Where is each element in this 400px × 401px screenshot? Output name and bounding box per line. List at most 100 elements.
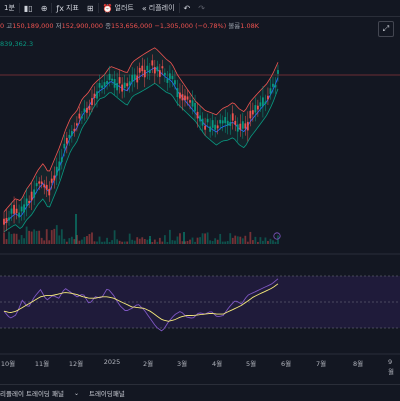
rewind-icon: « [141,3,147,13]
candle-body [5,217,8,223]
candle-body [161,66,164,69]
candle-body [25,198,28,206]
candle-body [204,125,207,130]
candle-body [103,82,106,87]
candle-body [20,206,23,212]
volume-bar [219,233,222,244]
volume-bar [249,231,252,244]
toolbar-divider [18,3,20,13]
candle-body [116,83,119,91]
volume-bar [194,241,196,244]
volume-bar [15,233,18,244]
candle-body [174,80,176,85]
candle-body [231,113,234,121]
templates-button[interactable]: ⊞ [83,0,98,16]
x-tick: 10월 [0,360,16,368]
volume-bar [196,237,199,244]
volume-bar [121,241,124,244]
candle-body [171,75,174,80]
redo-button[interactable]: ↷ [194,0,209,16]
open-value: 0 [0,22,5,30]
x-tick: 12월 [68,360,84,368]
candle-body [234,120,237,125]
indicators-button[interactable]: ƒx 지표 [52,0,82,16]
candle-type-button[interactable]: ▮▯ [20,0,37,16]
ohlc-legend: 0 고150,189,000 저152,900,000 종153,656,000… [0,20,259,30]
candle-body [138,67,141,73]
candle-body [15,208,18,214]
candle-body [45,184,48,190]
volume-bar [35,230,38,244]
volume-bar [68,238,71,244]
volume-bar [30,231,33,244]
volume-bar [40,237,43,244]
volume-bar [43,240,46,244]
toolbar-divider [178,3,180,13]
close-value: 153,656,000 [111,22,153,30]
volume-bar [103,241,106,244]
candle-body [35,183,38,187]
bottom-panel-bar: 리플레이 트레이딩 패널 ⌄ 트레이딩패널 [0,384,400,401]
interval-selector[interactable]: 1분 [0,0,19,16]
compare-button[interactable]: ⊕ [37,0,52,16]
time-axis[interactable]: 10월 11월 12월 2025 2월 3월 4월 5월 6월 7월 8월 9월 [0,356,400,376]
candle-body [179,92,181,99]
candle-body [163,72,166,76]
candle-body [93,93,96,99]
volume-bar [191,237,194,244]
chevron-down-icon[interactable]: ⌄ [73,389,79,397]
candle-body [194,103,196,112]
candle-body [274,84,277,88]
plus-circle-icon: ⊕ [40,3,48,13]
fullscreen-button[interactable]: ⤢ [378,21,394,37]
interval-label: 1분 [4,4,15,12]
volume-bar [138,238,141,244]
volume-bar [239,236,242,244]
volume-bar [174,240,176,244]
volume-bar [101,241,103,244]
candle-body [60,157,63,163]
volume-bar [55,225,58,244]
volume-bar [126,241,129,244]
candle-body [214,124,217,130]
replay-trading-panel-tab[interactable]: 리플레이 트레이딩 패널 [0,390,64,398]
candle-body [106,80,108,85]
candle-body [8,217,10,221]
volume-bar [166,241,169,244]
volume-bar [181,241,184,244]
candle-body [146,65,149,71]
volume-bar [272,240,274,244]
alert-label: 얼러트 [114,4,134,12]
rsi-line [3,278,279,332]
undo-button[interactable]: ↶ [180,0,195,16]
volume-bar [176,236,179,244]
x-tick: 5월 [245,360,257,368]
volume-bar [28,230,31,244]
volume-bar [201,233,204,244]
volume-bar [186,240,189,244]
replay-button[interactable]: « 리플레이 [138,0,179,16]
candle-body [18,212,20,218]
candle-body [126,83,129,87]
volume-bar [98,236,101,244]
volume-bar [70,236,73,244]
volume-bar [136,237,139,244]
volume-bar [146,239,149,244]
candle-body [229,121,232,126]
alert-button[interactable]: ⏰ 얼러트 [99,0,138,16]
candle-body [169,73,171,79]
candle-body [98,83,101,88]
candle-body [108,73,111,81]
volume-bar [38,230,41,244]
price-chart[interactable] [0,0,400,384]
volume-bar [241,238,244,244]
volume-bar [48,240,51,244]
volume-bar [251,240,254,244]
x-tick: 11월 [34,360,50,368]
candle-body [246,121,249,131]
candle-body [131,74,134,82]
volume-bar [267,241,269,244]
volume-bar [60,229,63,244]
candle-body [189,100,191,103]
trading-panel-tab[interactable]: 트레이딩패널 [88,390,125,398]
